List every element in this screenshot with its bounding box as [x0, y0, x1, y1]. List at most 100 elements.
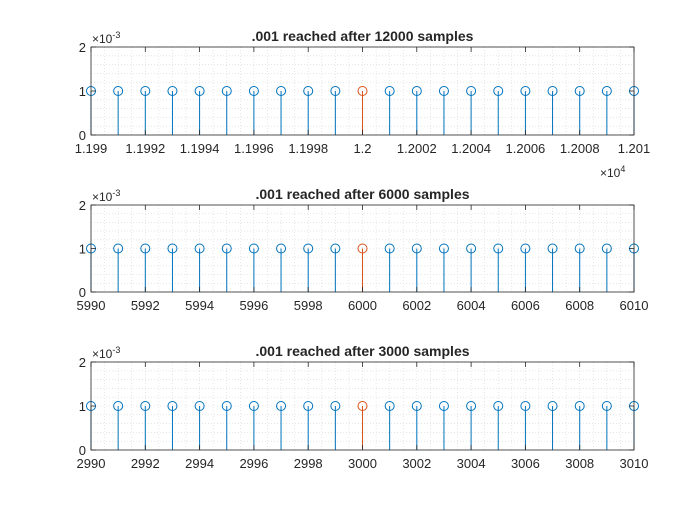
stem-marker [411, 401, 422, 411]
highlight-stem-marker [357, 401, 368, 411]
stem-marker [194, 401, 205, 411]
x-tick-label: 6000 [348, 298, 377, 313]
stem-marker [520, 401, 531, 411]
subplot-1: 1.199 1.1992 1.1994 1.1996 1.1998 1.2 1.2002 1.… [75, 28, 651, 180]
x-tick-label: 2990 [77, 456, 106, 471]
highlight-stem-marker [357, 86, 368, 96]
stem-marker [547, 401, 558, 411]
x-tick-label: 2994 [185, 456, 214, 471]
stem-marker [167, 401, 178, 411]
x-tick-label: 5998 [294, 298, 323, 313]
stem-marker [167, 243, 178, 254]
stem-marker [221, 401, 232, 411]
stem-marker [384, 401, 395, 411]
stem-marker [466, 86, 477, 96]
chart-title: .001 reached after 6000 samples [255, 186, 469, 202]
stem-marker [221, 86, 232, 96]
stem-marker [167, 86, 178, 96]
stem-marker [466, 401, 477, 411]
stem-marker [140, 401, 151, 411]
stem-marker [248, 401, 259, 411]
stem-marker [276, 243, 287, 254]
x-tick-label: 1.2008 [560, 141, 600, 156]
stem-marker [330, 401, 341, 411]
stem-marker [520, 86, 531, 96]
stem-marker [574, 86, 585, 96]
stem-marker [113, 243, 124, 254]
stem-marker [248, 86, 259, 96]
x-tick-label: 1.1992 [125, 141, 165, 156]
x-tick-label: 1.1994 [180, 141, 220, 156]
x-tick-label: 1.2 [353, 141, 371, 156]
stem-marker [330, 243, 341, 254]
stem-marker [303, 401, 314, 411]
stem-marker [330, 86, 341, 96]
subplot-3: 2990 2992 2994 2996 2998 3000 3002 3004 3006 3008… [77, 343, 649, 471]
x-tick-label: 3008 [565, 456, 594, 471]
x-tick-label: 3010 [620, 456, 649, 471]
stem-marker [547, 243, 558, 254]
y-tick-label: 2 [79, 198, 86, 213]
x-tick-label: 6006 [511, 298, 540, 313]
x-tick-label: 1.199 [75, 141, 108, 156]
x-tick-label: 6010 [620, 298, 649, 313]
x-tick-label: 5994 [185, 298, 214, 313]
stem-marker [601, 243, 612, 254]
stem-marker [384, 86, 395, 96]
highlight-stem-marker [357, 243, 368, 254]
stem-marker [411, 86, 422, 96]
stem-marker [547, 86, 558, 96]
x-tick-label: 1.201 [618, 141, 651, 156]
stem-marker [276, 86, 287, 96]
x-tick-label: 1.1998 [288, 141, 328, 156]
stem-marker [140, 86, 151, 96]
y-tick-label: 2 [79, 40, 86, 55]
stem-marker [194, 86, 205, 96]
y-tick-label: 0 [79, 443, 86, 458]
x-tick-label: 2992 [131, 456, 160, 471]
x-tick-label: 6008 [565, 298, 594, 313]
stem-marker [303, 86, 314, 96]
x-tick-label: 5996 [239, 298, 268, 313]
y-tick-label: 2 [79, 355, 86, 370]
stem-marker [248, 243, 259, 254]
x-tick-label: 3000 [348, 456, 377, 471]
x-tick-label: 5992 [131, 298, 160, 313]
stem-marker [221, 243, 232, 254]
x-tick-label: 6004 [457, 298, 486, 313]
y-exponent-label: ×10-3 [92, 345, 120, 361]
y-tick-label: 1 [79, 84, 86, 99]
stem-marker [601, 401, 612, 411]
stem-marker [438, 243, 449, 254]
stem-marker [411, 243, 422, 254]
x-exponent-label: ×104 [600, 164, 625, 180]
x-tick-label: 6002 [402, 298, 431, 313]
stem-marker [140, 243, 151, 254]
stem-marker [520, 243, 531, 254]
stem-marker [384, 243, 395, 254]
stem-marker [276, 401, 287, 411]
y-exponent-label: ×10-3 [92, 188, 120, 204]
x-tick-label: 1.2006 [506, 141, 546, 156]
y-tick-label: 1 [79, 242, 86, 257]
stem-marker [601, 86, 612, 96]
stem-marker [493, 243, 504, 254]
y-exponent-label: ×10-3 [92, 30, 120, 46]
stem-marker [466, 243, 477, 254]
stem-marker [113, 401, 124, 411]
stem-marker [574, 401, 585, 411]
x-tick-label: 2996 [239, 456, 268, 471]
stem-marker [438, 86, 449, 96]
subplot-2: 5990 5992 5994 5996 5998 6000 6002 6004 6006 6008… [77, 186, 649, 313]
chart-title: .001 reached after 12000 samples [252, 28, 474, 44]
x-tick-label: 1.2004 [451, 141, 491, 156]
x-tick-label: 2998 [294, 456, 323, 471]
x-tick-label: 1.2002 [397, 141, 437, 156]
stem-marker [493, 86, 504, 96]
y-tick-label: 0 [79, 285, 86, 300]
x-tick-label: 5990 [77, 298, 106, 313]
x-tick-label: 3004 [457, 456, 486, 471]
y-tick-label: 0 [79, 128, 86, 143]
stem-marker [438, 401, 449, 411]
